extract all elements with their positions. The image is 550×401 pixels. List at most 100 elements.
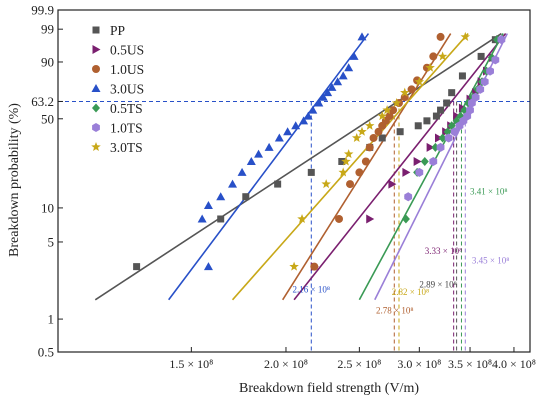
fit-line-1 bbox=[293, 33, 507, 301]
point-3.0TS-3 bbox=[338, 167, 348, 177]
point-3.0TS-12 bbox=[400, 87, 410, 97]
x-tick-label-5: 4.0 × 10⁸ bbox=[492, 357, 536, 371]
point-PP-10 bbox=[423, 117, 431, 125]
point-1.0TS-15 bbox=[491, 55, 500, 65]
point-PP-4 bbox=[307, 168, 315, 176]
point-3.0US-23 bbox=[357, 32, 367, 41]
point-0.5US-3 bbox=[402, 167, 411, 177]
annotation-5: 3.41 × 10⁸ bbox=[470, 187, 507, 197]
point-3.0TS-13 bbox=[414, 76, 425, 86]
point-PP-5 bbox=[338, 157, 346, 165]
point-1.0TS-11 bbox=[471, 92, 480, 102]
y-tick-label-4: 50 bbox=[41, 111, 54, 126]
point-0.5US-1 bbox=[366, 214, 375, 224]
fit-lines bbox=[94, 32, 509, 301]
point-1.0TS-10 bbox=[468, 98, 476, 108]
point-1.0TS-9 bbox=[466, 105, 474, 115]
legend-marker-1.0TS bbox=[92, 123, 100, 132]
point-3.0US-21 bbox=[344, 63, 354, 72]
x-tick-label-1: 2.0 × 10⁸ bbox=[264, 357, 308, 371]
point-1.0TS-16 bbox=[497, 35, 506, 45]
fit-line-0 bbox=[94, 32, 502, 301]
point-1.0US-11 bbox=[389, 106, 398, 115]
point-PP-13 bbox=[443, 99, 451, 107]
y-axis-label: Breakdown probability (%) bbox=[7, 103, 22, 257]
point-3.0US-9 bbox=[274, 133, 284, 142]
legend-marker-1.0US bbox=[92, 65, 100, 73]
point-1.0US-1 bbox=[335, 214, 344, 223]
point-3.0TS-11 bbox=[391, 98, 402, 108]
annotation-2: 2.78 × 10⁸ bbox=[376, 306, 413, 316]
point-1.0TS-1 bbox=[415, 167, 424, 177]
point-PP-15 bbox=[458, 72, 466, 80]
point-PP-8 bbox=[396, 128, 404, 136]
point-PP-12 bbox=[437, 106, 445, 114]
x-tick-label-2: 2.5 × 10⁸ bbox=[337, 357, 381, 371]
legend-label-3.0US: 3.0US bbox=[110, 82, 144, 97]
point-1.0TS-3 bbox=[436, 142, 445, 152]
point-1.0TS-12 bbox=[476, 84, 485, 94]
y-tick-label-0: 0.5 bbox=[38, 345, 54, 360]
point-1.0US-5 bbox=[365, 143, 374, 152]
point-1.0US-7 bbox=[374, 127, 383, 136]
annotation-0: 2.16 × 10⁸ bbox=[293, 284, 330, 294]
fit-line-2 bbox=[281, 33, 452, 301]
annotation-6: 3.45 × 10⁸ bbox=[472, 256, 509, 266]
point-3.0US-19 bbox=[333, 77, 343, 86]
legend: PP 0.5US 1.0US 3.0US 0.5TS 1.0TS 3.0TS bbox=[91, 23, 144, 155]
point-3.0TS-2 bbox=[321, 179, 331, 189]
y-tick-label-2: 5 bbox=[48, 234, 55, 249]
legend-label-3.0TS: 3.0TS bbox=[110, 140, 143, 155]
point-3.0TS-10 bbox=[382, 105, 392, 115]
point-3.0TS-9 bbox=[377, 111, 387, 121]
point-1.0TS-0 bbox=[404, 192, 413, 202]
fit-line-6 bbox=[231, 33, 469, 301]
point-3.0TS-14 bbox=[425, 62, 435, 72]
legend-label-PP: PP bbox=[110, 23, 125, 38]
point-1.0US-3 bbox=[355, 168, 364, 177]
point-1.0US-6 bbox=[369, 133, 378, 142]
point-0.5US-2 bbox=[388, 179, 397, 189]
point-0.5TS-0 bbox=[401, 214, 410, 224]
point-1.0US-2 bbox=[346, 180, 355, 189]
point-PP-1 bbox=[217, 215, 225, 223]
point-3.0US-14 bbox=[308, 105, 318, 114]
fit-line-3 bbox=[168, 33, 370, 301]
point-3.0US-7 bbox=[254, 149, 264, 158]
point-1.0TS-2 bbox=[429, 156, 438, 166]
point-PP-9 bbox=[414, 122, 422, 130]
annotations: 2.16 × 10⁸ 2.82 × 10⁸ 2.78 × 10⁸ 2.89 × 10⁸… bbox=[293, 187, 510, 316]
point-3.0US-10 bbox=[283, 127, 293, 136]
point-3.0TS-15 bbox=[437, 51, 448, 61]
point-3.0TS-7 bbox=[357, 126, 367, 136]
point-3.0US-17 bbox=[323, 88, 333, 97]
point-1.0US-14 bbox=[407, 85, 416, 94]
point-3.0US-16 bbox=[318, 92, 328, 101]
point-3.0TS-4 bbox=[341, 156, 351, 166]
y-tick-label-8: 99.9 bbox=[31, 3, 54, 18]
point-3.0TS-0 bbox=[289, 261, 299, 271]
point-3.0TS-6 bbox=[351, 132, 362, 143]
legend-marker-0.5TS bbox=[92, 103, 100, 113]
point-PP-7 bbox=[378, 134, 386, 142]
point-1.0US-0 bbox=[310, 262, 319, 271]
point-1.0TS-4 bbox=[444, 133, 453, 143]
y-tick-label-5: 63.2 bbox=[31, 94, 54, 109]
annotation-4: 3.33 × 10⁸ bbox=[425, 246, 462, 256]
point-3.0US-2 bbox=[203, 200, 213, 209]
fit-line-4 bbox=[358, 33, 504, 301]
point-3.0US-11 bbox=[291, 121, 301, 130]
point-0.5US-5 bbox=[426, 142, 435, 152]
annotation-1: 2.82 × 10⁸ bbox=[392, 287, 429, 297]
plot-frame bbox=[57, 9, 531, 353]
x-tick-label-3: 3.0 × 10⁸ bbox=[397, 357, 441, 371]
point-3.0US-5 bbox=[237, 167, 247, 176]
point-PP-2 bbox=[242, 193, 250, 201]
point-1.0TS-5 bbox=[450, 127, 459, 137]
point-3.0US-1 bbox=[197, 214, 207, 223]
point-PP-3 bbox=[274, 180, 282, 188]
point-3.0US-15 bbox=[314, 98, 324, 107]
data-points bbox=[133, 31, 506, 272]
